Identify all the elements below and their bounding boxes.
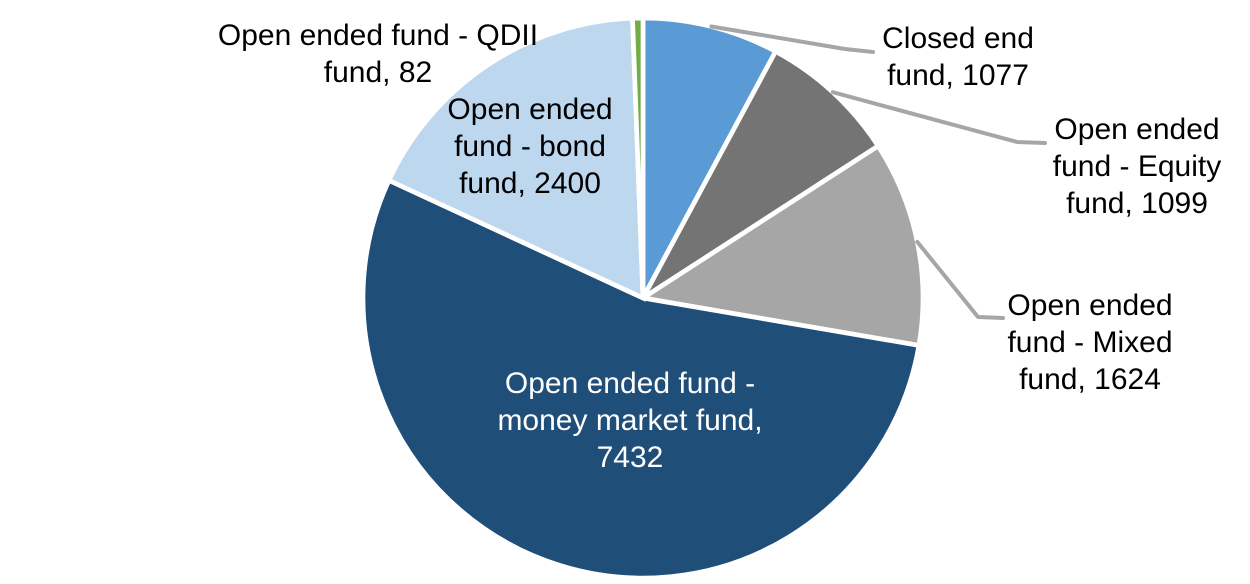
data-label-line: Open ended bbox=[447, 93, 613, 126]
leader-line-closed-end-fund bbox=[709, 24, 875, 54]
data-label-line: Open ended fund - bbox=[504, 367, 756, 400]
data-label-open-ended-fund-money-market-fund: Open ended fund - money market fund, 743… bbox=[497, 365, 762, 476]
pie-slice-open-ended-fund-money-market-fund bbox=[360, 177, 922, 581]
data-label-line: fund - Equity bbox=[1052, 150, 1222, 183]
data-label-line: Open ended bbox=[1054, 113, 1220, 146]
pie-slice-open-ended-fund-qdii-fund bbox=[630, 15, 646, 299]
data-label-line: Open ended fund - QDII bbox=[217, 19, 539, 52]
pie-slice-open-ended-fund-bond-fund bbox=[385, 15, 646, 302]
data-label-line: fund, 82 bbox=[323, 56, 433, 89]
data-label-closed-end-fund: Closed end fund, 1077 bbox=[882, 20, 1034, 94]
data-label-line: fund, 2400 bbox=[459, 167, 601, 200]
data-label-line: fund, 1077 bbox=[887, 59, 1029, 92]
data-label-line: 7432 bbox=[596, 441, 664, 474]
data-label-line: Open ended bbox=[1007, 289, 1173, 322]
data-label-line: fund, 1099 bbox=[1066, 187, 1208, 220]
data-label-line: fund, 1624 bbox=[1019, 363, 1161, 396]
data-label-line: fund - bond bbox=[454, 130, 606, 163]
data-label-open-ended-fund-bond-fund: Open ended fund - bond fund, 2400 bbox=[447, 91, 612, 202]
data-label-open-ended-fund-mixed-fund: Open ended fund - Mixed fund, 1624 bbox=[1007, 287, 1172, 398]
data-label-open-ended-fund-qdii-fund: Open ended fund - QDII fund, 82 bbox=[218, 17, 538, 91]
data-label-open-ended-fund-equity-fund: Open ended fund - Equity fund, 1099 bbox=[1053, 111, 1221, 222]
data-label-line: fund - Mixed bbox=[1007, 326, 1173, 359]
data-label-line: money market fund, bbox=[497, 404, 763, 437]
data-label-line: Closed end bbox=[882, 22, 1034, 55]
leader-line-open-ended-fund-mixed-fund bbox=[915, 239, 1005, 320]
leader-line-open-ended-fund-equity-fund bbox=[830, 90, 1047, 145]
